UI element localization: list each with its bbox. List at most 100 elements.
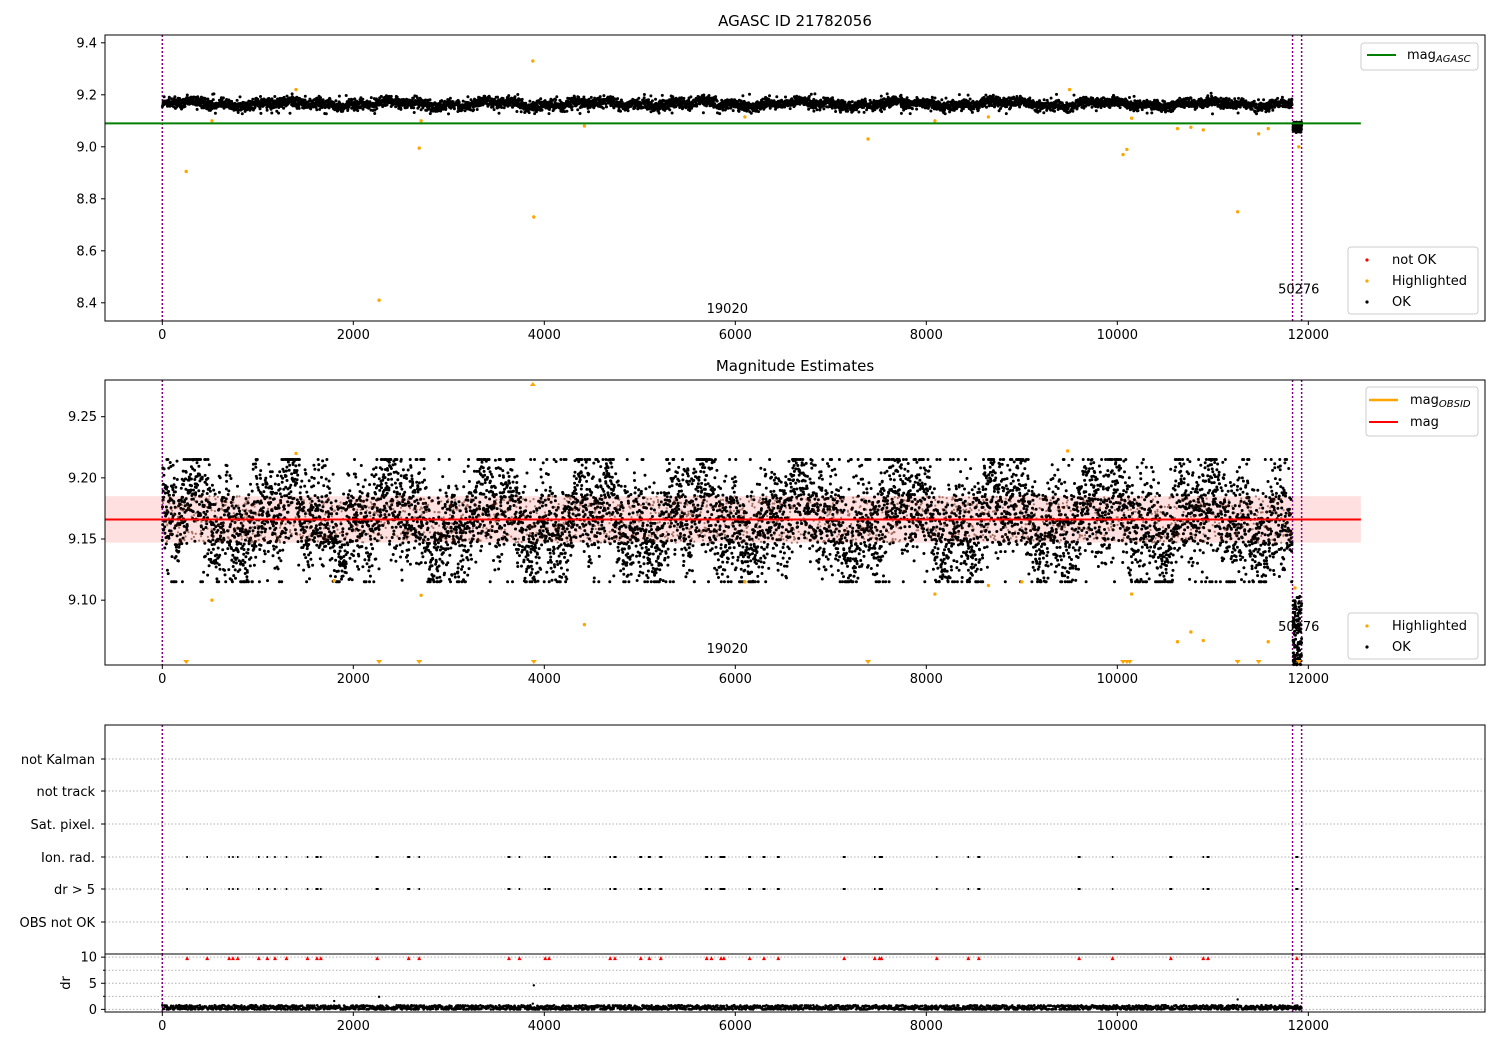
flag-event-marker (186, 856, 188, 858)
flag-event-marker (1169, 856, 1173, 858)
clipped-low-marker (1120, 660, 1127, 664)
flag-event-marker (315, 888, 319, 890)
highlighted-point (1129, 116, 1134, 120)
flag-event-marker (977, 888, 981, 890)
flag-event-marker (705, 856, 709, 858)
flag-event-marker (659, 888, 663, 890)
clipped-low-marker (376, 660, 383, 664)
highlighted-point (1293, 586, 1297, 590)
flag-event-marker (647, 888, 651, 890)
legend-mag-obsid-sub: OBSID (1439, 399, 1471, 410)
dr-not-ok-marker (879, 956, 884, 961)
flag-event-marker (1202, 856, 1205, 858)
flag-event-marker (274, 856, 276, 858)
dr-not-ok-marker (1110, 956, 1115, 961)
flag-event-marker (710, 888, 713, 890)
dr-not-ok-marker (638, 956, 643, 961)
flag-event-marker (518, 856, 521, 858)
flag-event-marker (1111, 856, 1114, 858)
dr-not-ok-marker (318, 956, 323, 961)
legend-mag-agasc: magAGASC (1360, 42, 1479, 71)
x-tick-label: 2000 (337, 1019, 370, 1034)
dr-points (161, 984, 1303, 1011)
dr-not-ok-marker (647, 956, 652, 961)
clipped-low-marker (865, 660, 872, 664)
flag-event-marker (873, 856, 876, 858)
dr-not-ok-marker (608, 956, 613, 961)
dr-point (1236, 998, 1239, 1001)
dr-not-ok-marker (315, 956, 320, 961)
flag-event-marker (236, 856, 239, 858)
flag-event-marker (639, 888, 643, 890)
x-tick-label: 10000 (1097, 672, 1138, 687)
x-tick-label: 8000 (910, 328, 943, 343)
flag-event-marker (266, 888, 269, 890)
flag-event-marker (320, 856, 322, 858)
flag-event-marker (609, 888, 611, 890)
dr-not-ok-marker (256, 956, 261, 961)
flag-event-marker (1206, 888, 1210, 890)
highlighted-point (582, 622, 587, 627)
flag-event-marker (936, 888, 938, 890)
legend-highlighted: Highlighted (1392, 619, 1467, 634)
flag-event-markers (186, 856, 1299, 890)
flag-event-marker (710, 856, 713, 858)
dr-not-ok-marker (721, 956, 726, 961)
x-tick-label: 6000 (719, 672, 752, 687)
dr-not-ok-marker (1201, 956, 1206, 961)
highlighted-point (986, 583, 991, 588)
dr-not-ok-marker (265, 956, 270, 961)
flag-event-marker (507, 856, 511, 858)
flag-event-marker (1111, 888, 1114, 890)
dr-not-ok-marker (658, 956, 663, 961)
highlighted-point (419, 593, 423, 597)
highlighted-point (417, 146, 421, 150)
highlighted-point (1201, 638, 1205, 643)
flag-event-marker (936, 856, 938, 858)
x-tick-label: 10000 (1097, 328, 1138, 343)
dr-not-ok-marker (375, 956, 380, 961)
clipped-low-marker (1255, 660, 1262, 664)
legend-status: not OK Highlighted OK (1347, 246, 1479, 315)
flags-panel: not Kalman not track Sat. pixel. Ion. ra… (20, 724, 1486, 955)
flag-event-marker (613, 856, 617, 858)
flag-event-marker (647, 856, 651, 858)
dr-axes: 0 2000 4000 6000 8000 10000 12000 0 5 10 (80, 951, 1329, 1034)
highlighted-point (1020, 580, 1024, 584)
flag-event-marker (878, 888, 881, 890)
flag-event-marker (1077, 856, 1081, 858)
y-tick-label: 5 (89, 977, 97, 992)
y-tick-label: 9.4 (76, 36, 97, 51)
flag-event-marker (842, 888, 846, 890)
obsid-annotations: 19020 50276 (707, 620, 1320, 657)
clipped-low-marker (530, 660, 537, 664)
agasc-panel-title: AGASC ID 21782056 (718, 12, 872, 30)
y-tick-label: 9.20 (68, 471, 97, 486)
flag-event-marker (232, 888, 234, 890)
flag-event-marker (762, 888, 766, 890)
highlighted-point (294, 451, 298, 456)
dr-not-ok-marker (406, 956, 411, 961)
flag-event-marker (873, 888, 876, 890)
dr-not-ok-marker (230, 956, 235, 961)
flag-event-marker (375, 888, 379, 890)
highlighted-point (582, 124, 587, 128)
flag-event-marker (878, 856, 881, 858)
x-tick-label: 10000 (1097, 1019, 1138, 1034)
ok-points (160, 91, 1304, 134)
legend-mag-label: mag (1410, 415, 1439, 430)
dr-not-ok-marker (1294, 956, 1299, 961)
flag-event-marker (285, 856, 288, 858)
mag-estimates-title: Magnitude Estimates (716, 357, 874, 375)
clipped-high-marker (529, 382, 536, 386)
flag-event-marker (285, 888, 288, 890)
flag-event-marker (776, 888, 780, 890)
flag-event-marker (1295, 888, 1299, 890)
flag-event-marker (547, 888, 551, 890)
ok-tail-cloud (1291, 595, 1304, 667)
legend-highlighted: Highlighted (1392, 274, 1467, 289)
y-tick-label: 9.15 (68, 533, 97, 548)
dr-point (377, 995, 381, 999)
dr-not-ok-marker (272, 956, 277, 961)
dr-not-ok-marker (718, 956, 723, 961)
